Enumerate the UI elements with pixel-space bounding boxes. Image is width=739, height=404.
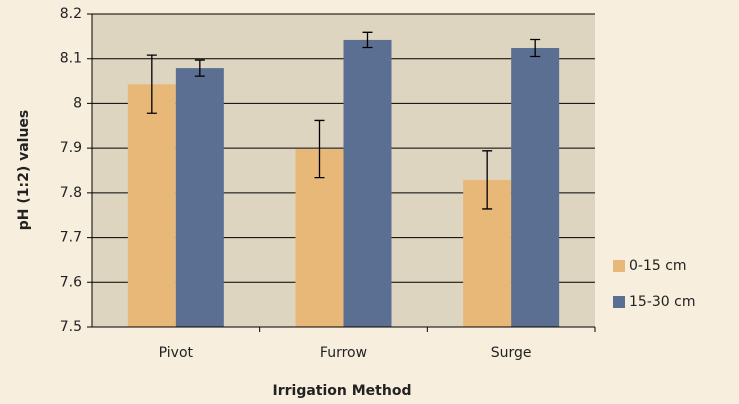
x-tick-label: Furrow: [320, 345, 367, 361]
x-tick-label: Surge: [491, 345, 532, 361]
error-bar: [146, 54, 157, 114]
y-tick-label: 7.7: [60, 230, 82, 246]
bar: [295, 149, 344, 327]
bar: [175, 68, 224, 328]
error-bar: [362, 31, 373, 49]
error-bar: [194, 59, 205, 77]
x-axis-title: Irrigation Method: [273, 383, 412, 399]
y-tick-label: 7.8: [60, 185, 82, 201]
legend-label: 0-15 cm: [629, 258, 687, 274]
y-tick-label: 8: [73, 95, 82, 111]
y-tick-label: 8.1: [60, 51, 82, 67]
error-bar: [314, 119, 325, 179]
y-axis-title: pH (1:2) values: [16, 110, 32, 231]
error-bar: [530, 38, 541, 58]
legend-swatch: [613, 260, 625, 272]
legend-label: 15-30 cm: [629, 294, 695, 310]
error-bar: [482, 150, 493, 210]
bar: [511, 47, 560, 328]
y-tick-label: 7.9: [60, 140, 82, 156]
y-tick-label: 7.5: [60, 319, 82, 335]
x-tick-label: Pivot: [159, 345, 194, 361]
legend-swatch: [613, 296, 625, 308]
bar: [127, 84, 176, 327]
y-tick-label: 7.6: [60, 274, 82, 290]
bar: [343, 39, 392, 327]
y-tick-label: 8.2: [60, 6, 82, 22]
